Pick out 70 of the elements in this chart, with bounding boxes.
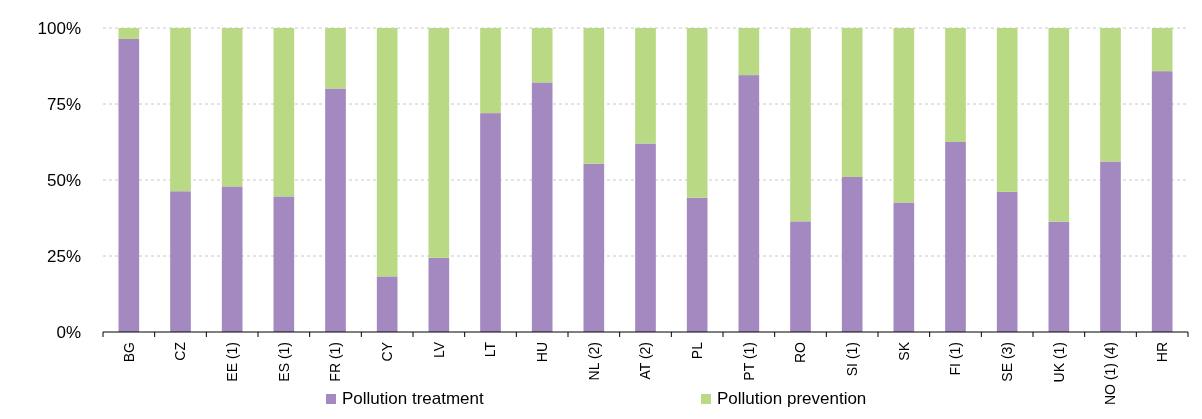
bar xyxy=(170,28,191,192)
bar xyxy=(1100,161,1121,332)
x-tick-label: HR xyxy=(1154,342,1171,363)
bar xyxy=(170,191,191,332)
bar xyxy=(738,75,760,332)
bar xyxy=(893,28,915,203)
bar xyxy=(996,191,1018,332)
x-tick-label: LV xyxy=(430,341,447,359)
legend-label: Pollution treatment xyxy=(342,389,485,408)
y-tick-label: 0% xyxy=(56,322,81,342)
x-tick-label: SK xyxy=(895,341,912,361)
bar xyxy=(635,28,656,144)
bar xyxy=(583,28,605,164)
bar xyxy=(1151,28,1173,72)
bar xyxy=(1048,28,1070,222)
bar xyxy=(480,113,501,332)
x-tick-label: SI (1) xyxy=(844,342,861,377)
x-tick-label: CZ xyxy=(172,341,189,361)
y-tick-label: 50% xyxy=(46,170,81,190)
bar xyxy=(790,28,811,222)
y-tick-label: 25% xyxy=(46,246,81,266)
x-tick-label: PL xyxy=(689,341,706,360)
bar xyxy=(428,257,450,332)
y-tick-label: 75% xyxy=(46,94,81,114)
bar xyxy=(686,28,708,198)
x-tick-label: PT (1) xyxy=(740,342,757,381)
x-tick-label: CY xyxy=(379,341,396,362)
x-tick-label: BG xyxy=(120,342,137,363)
bar xyxy=(480,28,501,114)
bar xyxy=(325,88,346,332)
bar xyxy=(273,196,295,332)
bar xyxy=(531,28,553,83)
x-tick-label: FI (1) xyxy=(947,342,964,376)
x-tick-label: UK (1) xyxy=(1050,342,1067,383)
bar xyxy=(686,197,708,332)
bar xyxy=(1100,28,1121,162)
bar xyxy=(635,143,656,332)
x-tick-label: ES (1) xyxy=(275,342,292,382)
x-tick-label: AT (2) xyxy=(637,342,654,380)
x-tick-label: NO (1) (4) xyxy=(1102,342,1119,405)
bar xyxy=(221,186,243,332)
bar xyxy=(376,28,398,277)
bar xyxy=(841,28,863,177)
y-tick-label: 100% xyxy=(37,18,81,38)
bar xyxy=(221,28,243,187)
x-tick-label: RO xyxy=(792,341,809,363)
legend-label: Pollution prevention xyxy=(717,389,867,408)
bar xyxy=(945,142,966,332)
bar xyxy=(118,38,140,332)
bar xyxy=(790,221,811,332)
x-tick-label: FR (1) xyxy=(327,342,344,382)
bar xyxy=(738,28,760,76)
bar xyxy=(428,28,450,258)
bar xyxy=(996,28,1018,192)
bar xyxy=(118,28,140,39)
x-tick-label: EE (1) xyxy=(224,342,241,382)
bar xyxy=(841,176,863,332)
bar xyxy=(893,202,915,332)
bar xyxy=(945,28,966,142)
bar xyxy=(325,28,346,89)
x-tick-label: HU xyxy=(534,342,551,363)
x-tick-label: NL (2) xyxy=(585,342,602,381)
x-tick-label: SE (3) xyxy=(999,342,1016,382)
bar xyxy=(1151,71,1173,332)
bar xyxy=(583,163,605,332)
x-tick-label: LT xyxy=(482,341,499,358)
bar xyxy=(531,82,553,332)
bar xyxy=(376,276,398,332)
bar xyxy=(273,28,295,197)
bar xyxy=(1048,221,1070,332)
